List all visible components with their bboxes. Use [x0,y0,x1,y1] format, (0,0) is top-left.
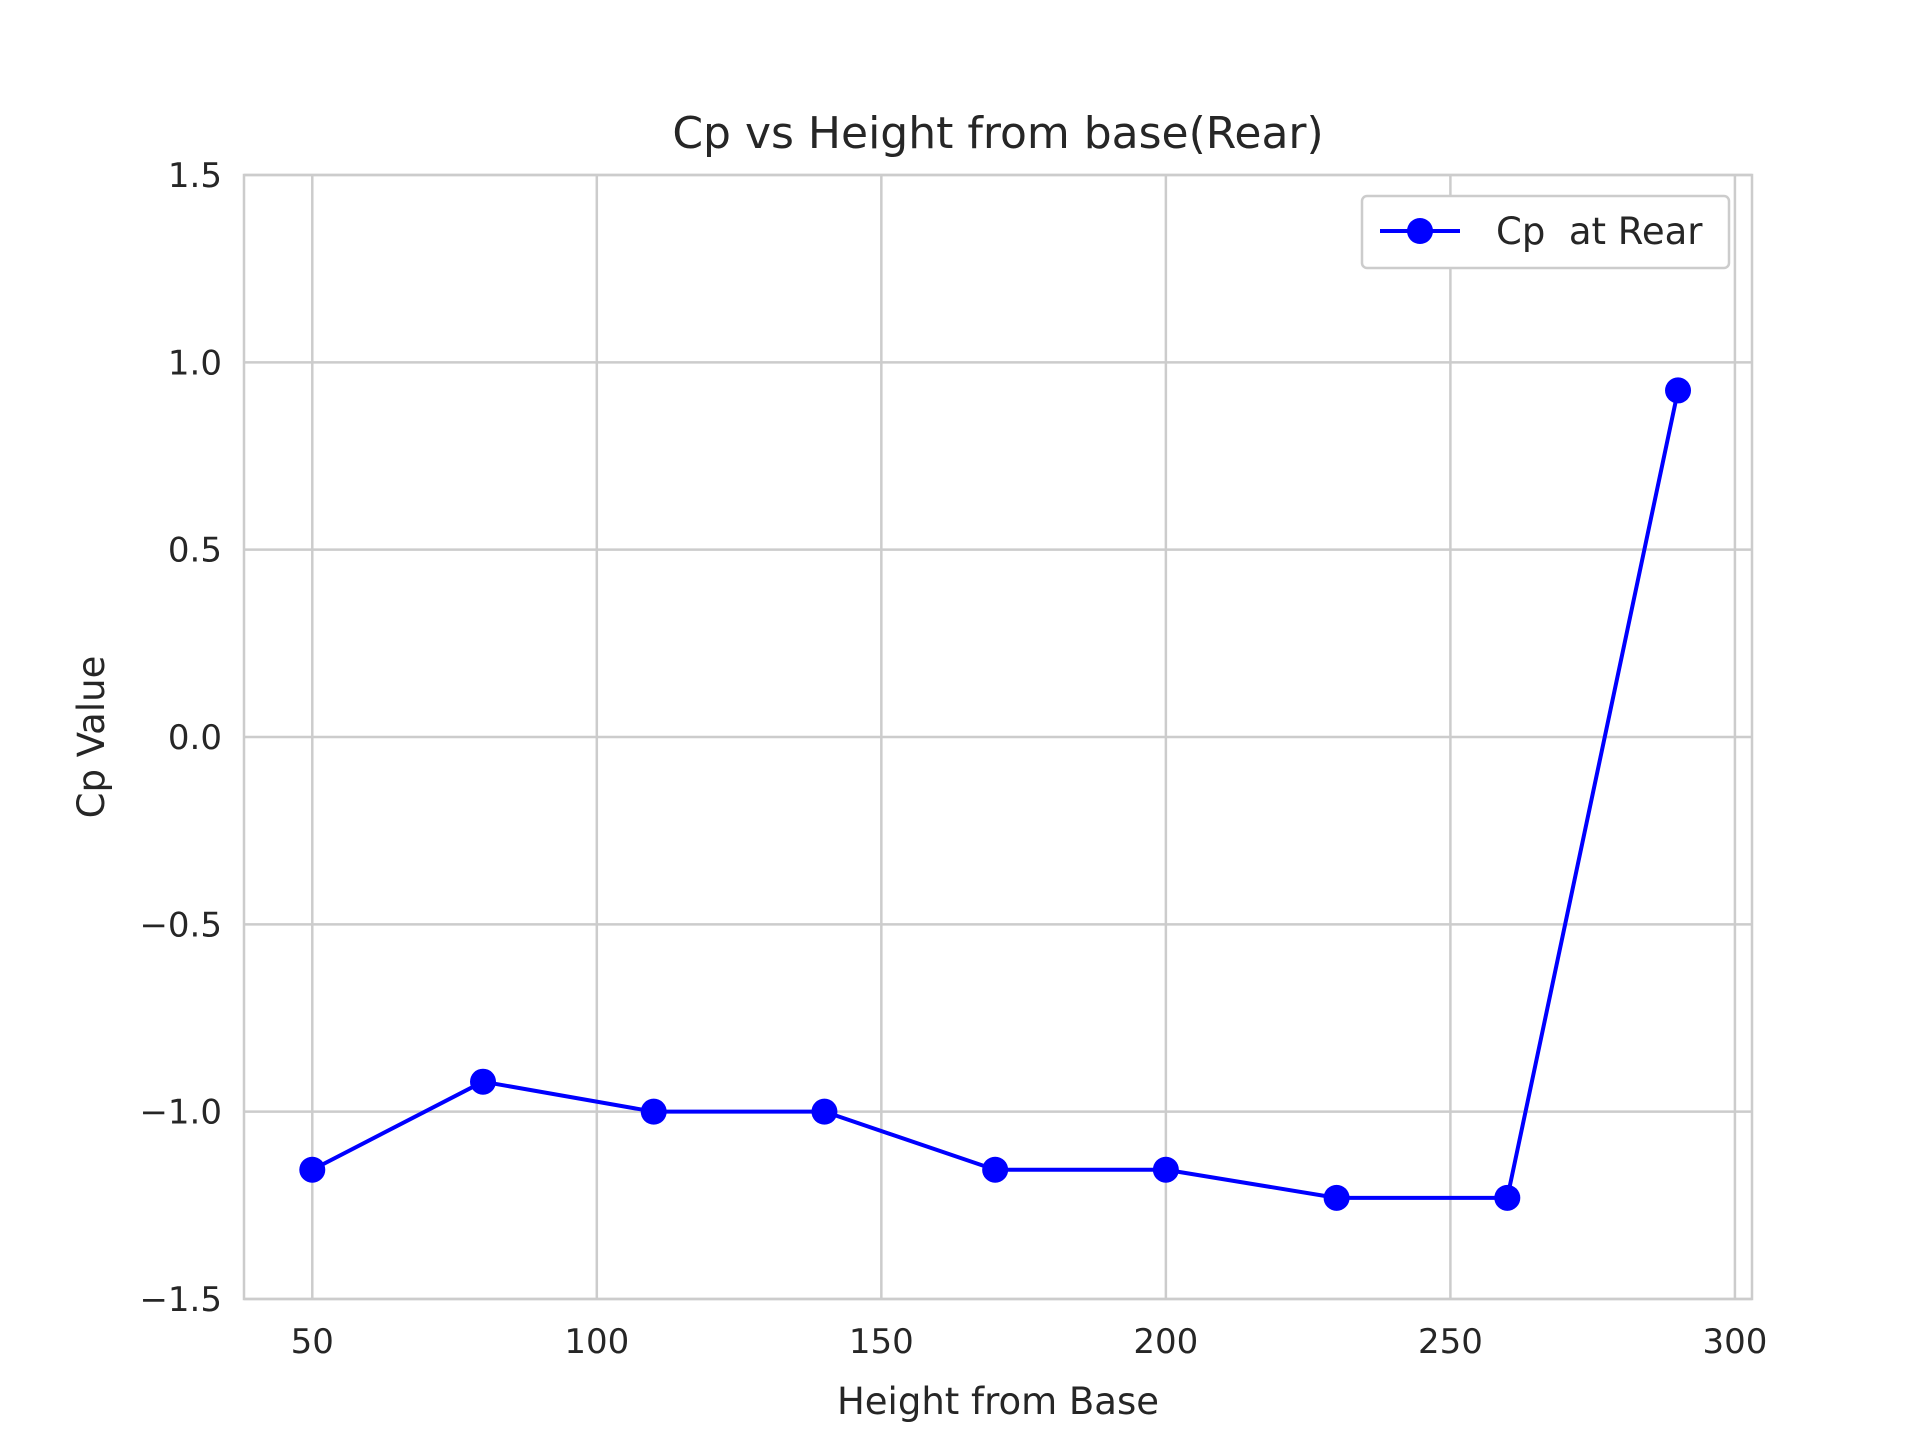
plot-frame [242,173,1754,1301]
x-tick-label: 150 [849,1322,914,1362]
legend-marker-swatch [1407,218,1433,244]
legend-label: Cp at Rear [1496,210,1703,253]
data-point [982,1156,1009,1183]
legend-box [1360,194,1731,270]
data-point [1323,1184,1350,1211]
y-tick-label: −1.0 [139,1093,222,1133]
grid [244,173,1752,1301]
y-tick-label: 1.5 [168,156,222,196]
data-point [811,1098,838,1125]
chart-title: Cp vs Height from base(Rear) [672,108,1323,159]
y-axis-label: Cp Value [70,656,113,819]
y-tick-label: 1.0 [168,343,222,383]
data-point [640,1098,667,1125]
data-point [1152,1156,1179,1183]
x-tick-label: 300 [1702,1322,1767,1362]
x-tick-label: 50 [291,1322,334,1362]
data-point [1494,1184,1521,1211]
x-tick-label: 200 [1133,1322,1198,1362]
legend: Cp at Rear [1360,194,1731,270]
data-point [1665,377,1692,404]
y-tick-label: 0.5 [168,531,222,571]
tick-labels: 50 100 150 200 250 300 −1.5 −1.0 −0.5 0.0 0.5 1.0 1.… [139,156,1767,1362]
y-tick-label: 0.0 [168,718,222,758]
data-point [470,1068,497,1095]
x-tick-label: 250 [1418,1322,1483,1362]
y-tick-label: −0.5 [139,905,222,945]
data-point [299,1156,326,1183]
series [299,377,1692,1211]
x-axis-label: Height from Base [837,1380,1159,1423]
x-tick-label: 100 [564,1322,629,1362]
y-tick-label: −1.5 [139,1280,222,1320]
